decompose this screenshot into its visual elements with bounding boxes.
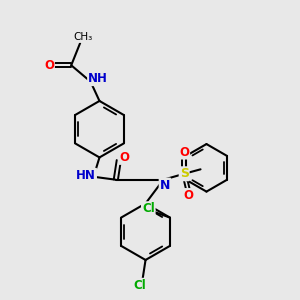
Text: N: N <box>160 178 170 192</box>
Text: Cl: Cl <box>133 279 146 292</box>
Text: O: O <box>44 59 54 72</box>
Text: O: O <box>179 146 189 159</box>
Text: NH: NH <box>88 72 108 85</box>
Text: HN: HN <box>76 169 96 182</box>
Text: CH₃: CH₃ <box>74 32 93 42</box>
Text: Cl: Cl <box>142 202 155 215</box>
Text: O: O <box>119 151 129 164</box>
Text: S: S <box>180 167 189 180</box>
Text: O: O <box>184 189 194 202</box>
